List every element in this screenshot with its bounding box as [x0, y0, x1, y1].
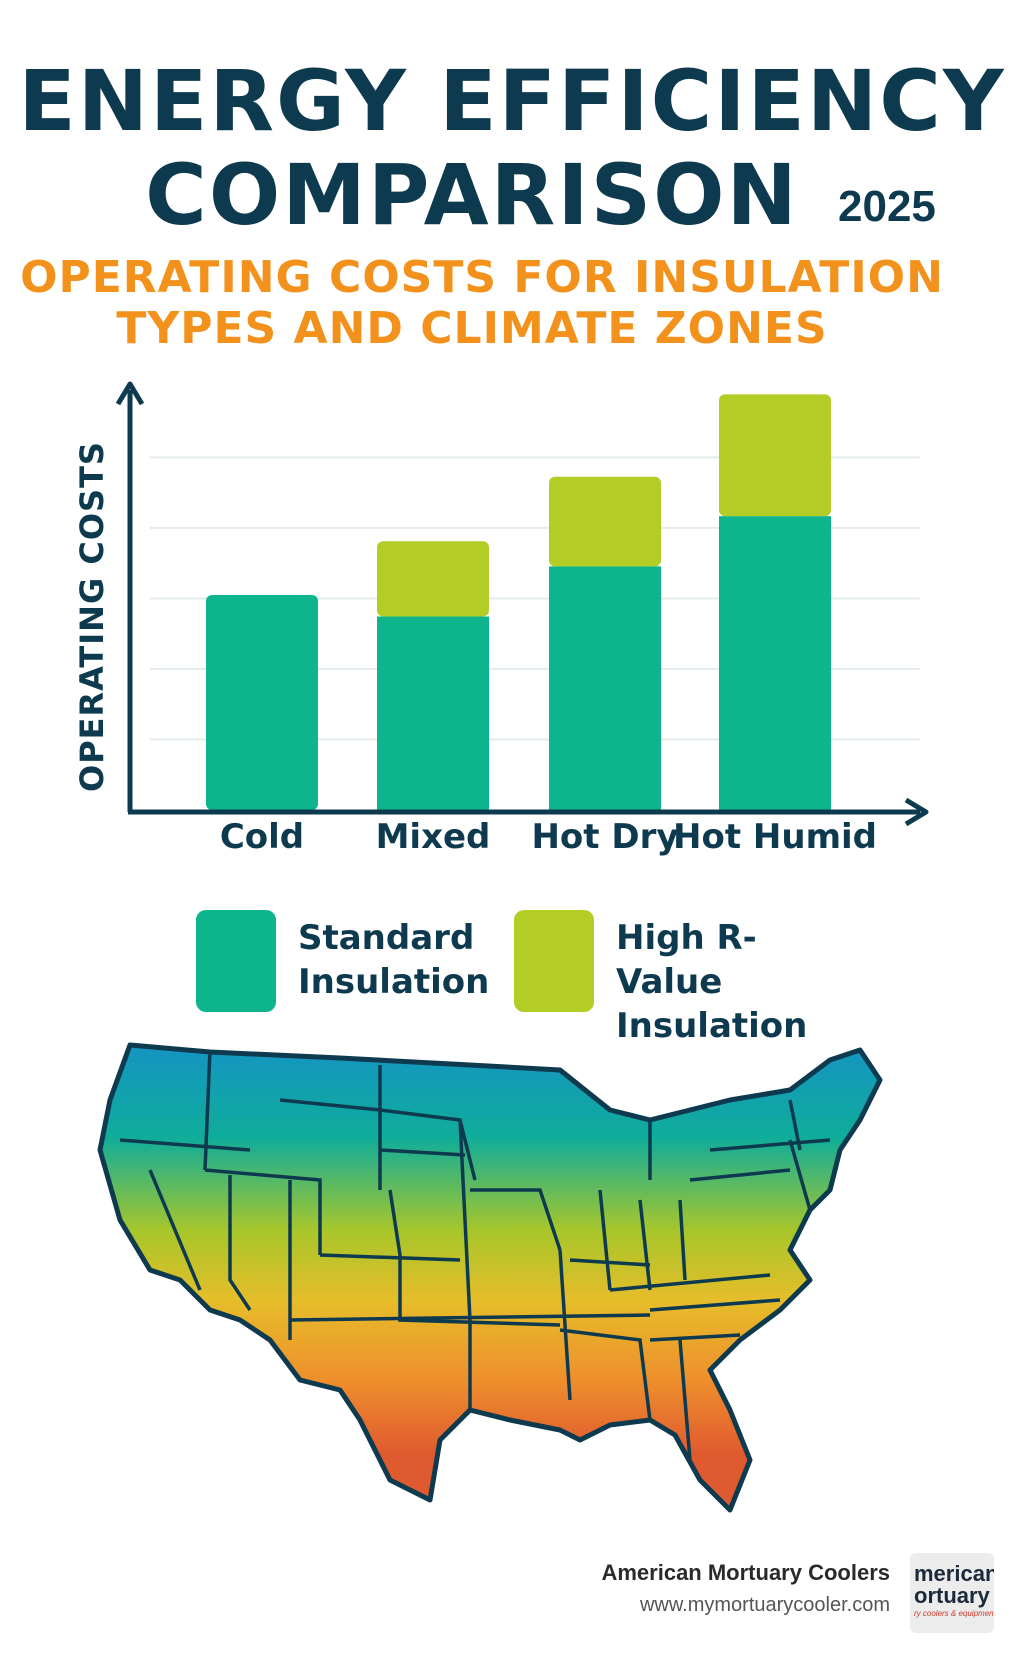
title-line-1: ENERGY EFFICIENCY — [18, 52, 1006, 150]
title-line-2: COMPARISON — [145, 146, 799, 244]
us-climate-map — [97, 1042, 883, 1513]
bar-cold-standard — [206, 595, 318, 810]
legend-label-high-r: High R-Value Insulation — [616, 916, 856, 1048]
bar-hot-humid-standard — [719, 516, 831, 811]
x-tick-label: Mixed — [376, 817, 491, 857]
x-tick-label: Hot Dry — [531, 817, 678, 857]
us-outline — [97, 1042, 883, 1513]
x-tick-label: Hot Humid — [673, 817, 877, 857]
state-borders — [119, 1049, 831, 1461]
logo-tagline: ry coolers & equipment — [914, 1609, 994, 1618]
subtitle-line-2: TYPES AND CLIMATE ZONES — [116, 303, 828, 354]
bar-mixed-standard — [377, 616, 489, 811]
legend-standard-line1: Standard — [298, 918, 475, 958]
bar-hot-humid-high-r — [719, 394, 831, 517]
bars — [206, 394, 831, 811]
y-axis-label: OPERATING COSTS — [73, 441, 111, 792]
legend-swatch-high-r — [514, 910, 594, 1012]
legend-high-r-line1: High R-Value — [616, 918, 757, 1002]
legend-swatch-standard — [196, 910, 276, 1012]
company-url[interactable]: www.mymortuarycooler.com — [639, 1594, 890, 1616]
bar-mixed-high-r — [377, 541, 489, 617]
subtitle-line-1: OPERATING COSTS FOR INSULATION — [20, 252, 944, 303]
axes — [115, 381, 929, 827]
y-axis-arrow — [115, 381, 145, 406]
legend-label-standard: Standard Insulation — [298, 916, 538, 1004]
company-logo: merican ortuary ry coolers & equipment — [910, 1553, 994, 1633]
logo-line-1: merican — [914, 1561, 994, 1586]
year-label: 2025 — [838, 182, 936, 231]
x-tick-label: Cold — [220, 817, 304, 857]
bar-hot-dry-high-r — [549, 476, 661, 567]
bar-hot-dry-standard — [549, 566, 661, 811]
legend-high-r-line2: Insulation — [616, 1006, 808, 1046]
x-axis-arrow — [904, 797, 929, 827]
company-name: American Mortuary Coolers — [601, 1560, 890, 1585]
logo-line-2: ortuary — [914, 1583, 990, 1608]
legend-standard-line2: Insulation — [298, 962, 490, 1002]
